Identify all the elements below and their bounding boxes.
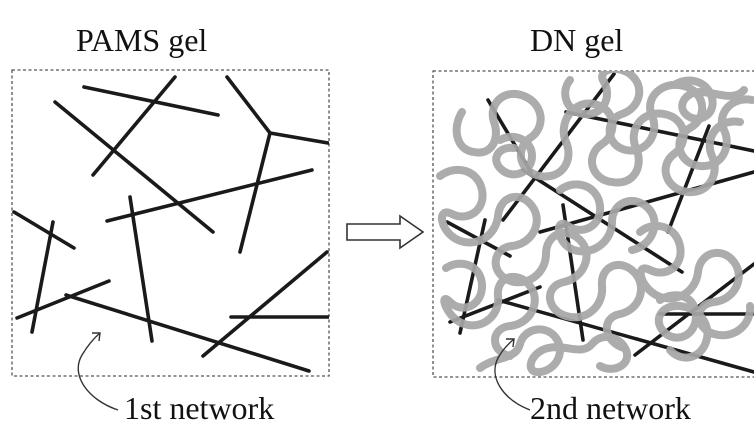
network-strand	[666, 124, 711, 234]
second-network	[436, 71, 754, 376]
panel-pams-gel	[11, 69, 330, 411]
network-strand	[268, 131, 329, 145]
panel-frame-right	[432, 70, 754, 378]
network-coil	[561, 71, 754, 171]
pointer-arrowhead	[506, 338, 515, 348]
network-strand	[91, 75, 177, 177]
network-coil	[654, 291, 712, 362]
panel-title-dn-gel: DN gel	[530, 22, 624, 58]
panel-frame-left	[11, 69, 330, 377]
network-coil	[476, 325, 632, 376]
network-coil	[554, 180, 659, 256]
network-strand	[521, 168, 684, 274]
panel-title-pams-gel: PAMS gel	[76, 22, 208, 58]
first-network-left	[12, 75, 329, 373]
network-strand	[12, 210, 76, 250]
network-coil	[636, 221, 754, 340]
curved-pointer-icon	[77, 332, 119, 411]
network-strand	[30, 220, 55, 334]
panel-dn-gel	[432, 70, 754, 411]
network-strand	[201, 250, 329, 358]
network-coil	[672, 76, 748, 123]
network-coil	[492, 132, 536, 179]
network-strand	[105, 168, 314, 223]
network-strand	[238, 131, 272, 254]
curved-pointer-icon	[494, 338, 531, 411]
pointer-arrowhead	[92, 332, 101, 342]
network-strand	[53, 100, 215, 234]
right-arrow-icon	[346, 214, 425, 250]
network-coil	[436, 165, 646, 352]
panel-caption-1st-network: 1st network	[124, 390, 275, 426]
network-strand	[15, 279, 111, 320]
panel-caption-2nd-network: 2nd network	[530, 390, 691, 426]
network-strand	[225, 75, 272, 135]
network-coil	[440, 259, 539, 360]
network-strand	[82, 85, 220, 117]
network-strand	[128, 195, 154, 343]
network-strand	[496, 298, 754, 374]
network-strand	[564, 110, 754, 153]
network-strand	[64, 293, 311, 373]
